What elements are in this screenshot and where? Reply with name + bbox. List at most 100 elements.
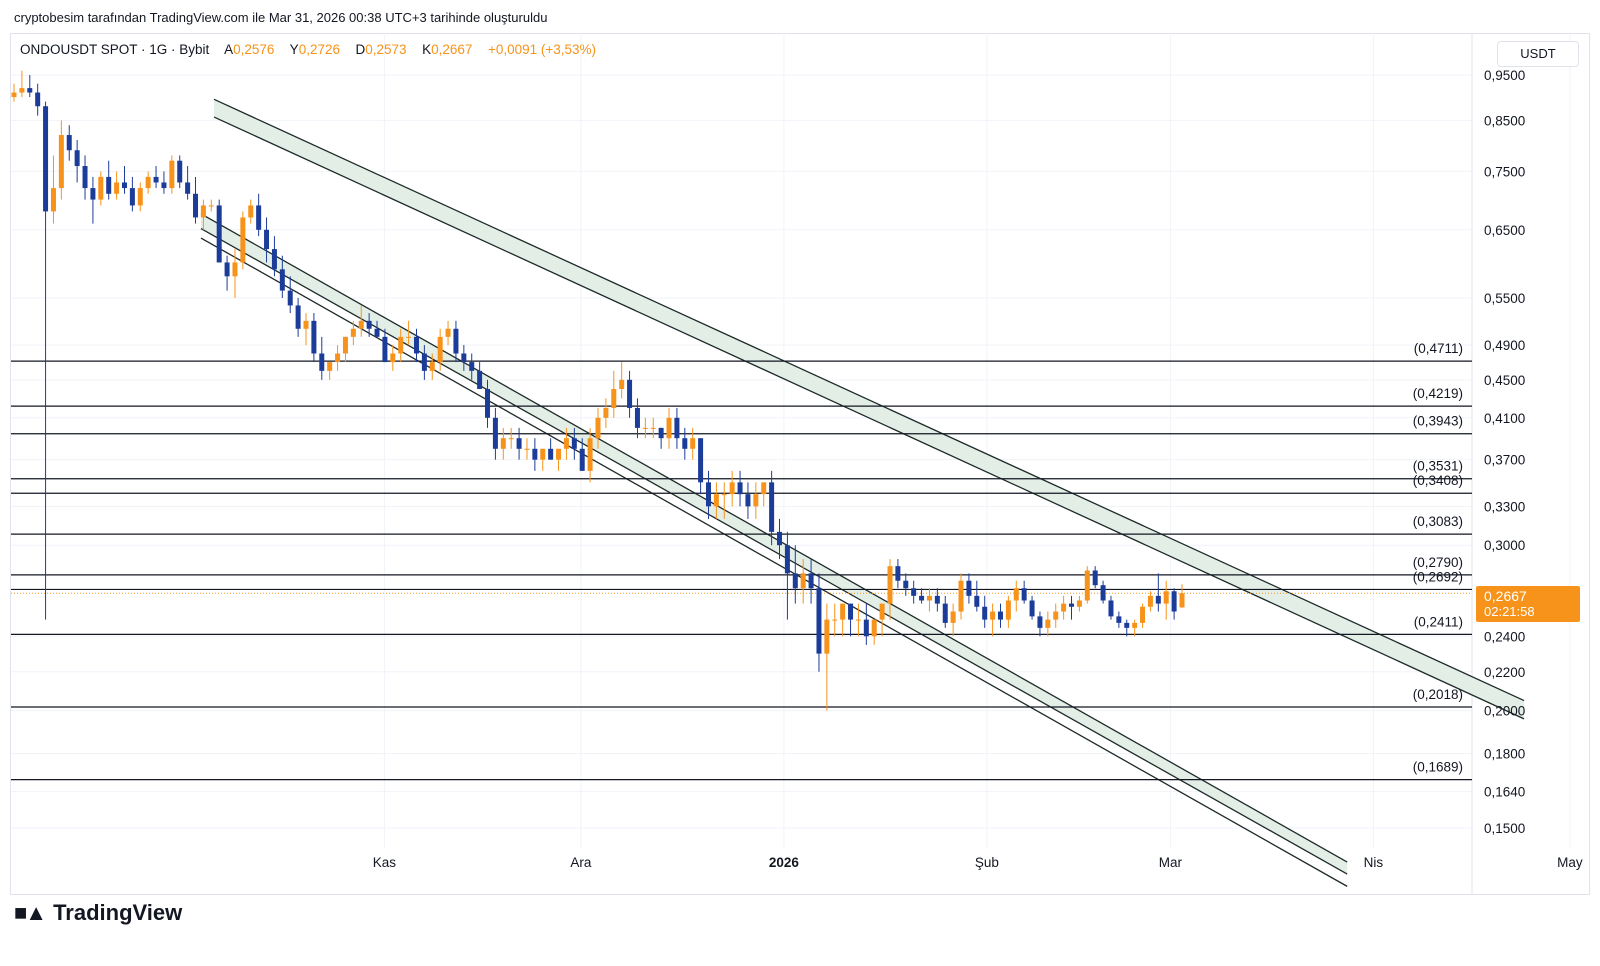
candle-body: [1147, 595, 1153, 607]
candle-body: [485, 388, 491, 418]
x-tick-label: Ara: [570, 855, 592, 870]
candle-body: [169, 160, 175, 189]
y-tick-label: 0,4500: [1484, 373, 1525, 388]
candle-body: [832, 619, 838, 621]
logo-text: TradingView: [53, 900, 183, 925]
candle-body: [461, 353, 467, 363]
candle-body: [705, 482, 711, 507]
candle-body: [232, 262, 238, 277]
candle-body: [208, 205, 214, 207]
candle-body: [1116, 616, 1122, 623]
candle-body: [800, 573, 806, 589]
candle-body: [1100, 585, 1106, 601]
candle-body: [516, 438, 522, 449]
y-tick-label: 0,7500: [1484, 164, 1525, 179]
candle-body: [137, 188, 143, 206]
candle-body: [855, 619, 861, 621]
candle-body: [106, 176, 112, 194]
currency-button[interactable]: USDT: [1497, 41, 1579, 67]
y-tick-label: 0,3700: [1484, 453, 1525, 468]
candle-body: [587, 438, 593, 471]
candle-body: [66, 135, 72, 151]
candle-body: [840, 603, 846, 620]
candle-body: [264, 229, 270, 250]
candle-body: [500, 438, 506, 449]
candle-body: [682, 438, 688, 449]
tradingview-logo-icon: ■▲: [14, 900, 47, 925]
y-tick-label: 0,4900: [1484, 338, 1525, 353]
x-tick-label: 2026: [769, 855, 800, 870]
y-tick-label: 0,8500: [1484, 113, 1525, 128]
candle-body: [627, 379, 633, 408]
candle-body: [358, 320, 364, 329]
candle-body: [769, 482, 775, 532]
candle-body: [256, 205, 262, 230]
close-label: K: [422, 42, 432, 57]
candle-body: [114, 182, 120, 194]
candle-body: [429, 362, 435, 371]
candle-body: [824, 619, 830, 654]
candle-body: [556, 448, 562, 460]
x-tick-label: Nis: [1364, 855, 1384, 870]
candle-body: [1037, 616, 1043, 628]
candle-body: [942, 603, 948, 623]
candle-body: [382, 336, 388, 363]
candle-body: [650, 427, 656, 429]
open-label: A: [224, 42, 234, 57]
candle-body: [524, 448, 530, 450]
candles: [11, 70, 1185, 711]
candle-body: [1163, 591, 1169, 604]
y-tick-label: 0,1500: [1484, 821, 1525, 836]
y-tick-label: 0,2000: [1484, 704, 1525, 719]
level-label: (0,2692): [1413, 569, 1463, 584]
y-tick-label: 0,4100: [1484, 411, 1525, 426]
candle-body: [603, 407, 609, 418]
low-value: 0,2573: [365, 42, 407, 57]
level-label: (0,2018): [1413, 687, 1463, 702]
candle-body: [666, 417, 672, 439]
candle-body: [90, 188, 96, 200]
candle-body: [492, 417, 498, 449]
tradingview-logo[interactable]: ■▲ TradingView: [14, 898, 182, 928]
candle-body: [887, 566, 893, 604]
candle-body: [611, 388, 617, 408]
candle-body: [690, 438, 696, 449]
low-label: D: [355, 42, 366, 57]
candle-body: [508, 438, 514, 440]
candle-body: [437, 336, 443, 363]
candle-body: [540, 448, 546, 460]
candle-body: [1155, 595, 1161, 604]
candle-body: [185, 182, 191, 194]
y-tick-label: 0,3300: [1484, 499, 1525, 514]
candle-body: [548, 448, 554, 460]
candle-body: [193, 193, 199, 218]
open-value: 0,2576: [233, 42, 275, 57]
candle-body: [729, 482, 735, 495]
candle-body: [919, 595, 925, 601]
lower-channel-band: [200, 213, 1348, 875]
candle-body: [27, 88, 33, 93]
candle-body: [713, 494, 719, 507]
candle-body: [997, 611, 1003, 620]
candle-body: [153, 176, 159, 183]
candle-body: [248, 205, 254, 218]
candle-body: [563, 438, 569, 449]
candle-body: [966, 580, 972, 596]
candle-body: [413, 336, 419, 354]
level-label: (0,3531): [1413, 459, 1463, 474]
candle-body: [1092, 570, 1098, 586]
lower-channel-line: [200, 227, 1348, 875]
y-tick-label: 0,2200: [1484, 665, 1525, 680]
lower-channel-line: [200, 237, 1348, 887]
candle-body: [35, 92, 41, 107]
candle-body: [784, 545, 790, 574]
candle-body: [477, 370, 483, 389]
symbol-header: ONDOUSDT SPOT · 1G · Bybit A0,2576 Y0,27…: [20, 42, 596, 57]
candle-body: [571, 438, 577, 449]
candle-body: [808, 573, 814, 589]
y-tick-label: 0,9500: [1484, 68, 1525, 83]
candle-body: [1179, 593, 1185, 608]
candle-body: [745, 494, 751, 507]
symbol-label[interactable]: ONDOUSDT SPOT · 1G · Bybit: [20, 42, 210, 57]
